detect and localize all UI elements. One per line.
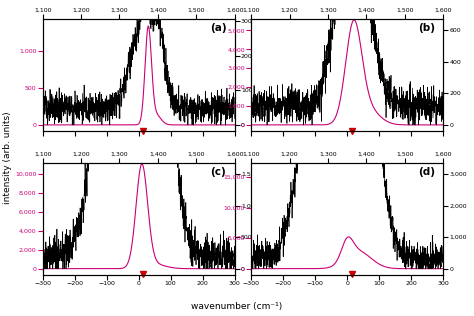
Text: (a): (a) (210, 23, 226, 33)
Text: intensity (arb. units): intensity (arb. units) (3, 112, 11, 204)
Text: (c): (c) (210, 167, 226, 177)
Text: wavenumber (cm⁻¹): wavenumber (cm⁻¹) (191, 302, 283, 311)
Text: (b): (b) (418, 23, 435, 33)
Text: (d): (d) (418, 167, 435, 177)
